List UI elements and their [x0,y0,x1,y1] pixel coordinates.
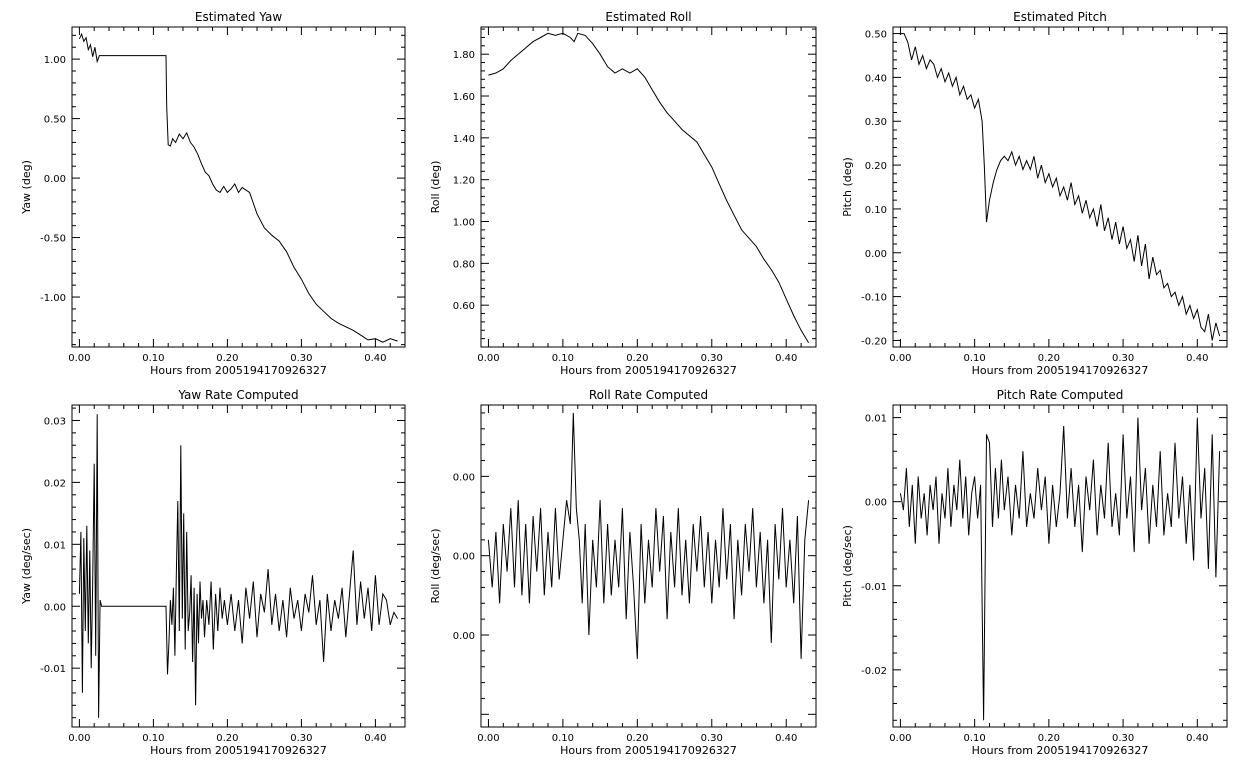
chart-panel-4: Yaw Rate Computed Hours from 200519417092… [20,388,406,757]
x-tick-label: 0.40 [775,733,797,744]
y-tick-label: -0.02 [861,666,887,677]
y-tick-label: 0.40 [865,73,887,84]
x-tick-label: 0.00 [68,353,90,364]
y-tick-label: 0.03 [44,416,66,427]
x-tick-label: 0.40 [1186,733,1208,744]
chart-panel-1: Estimated Yaw Hours from 2005194170926327… [20,10,406,377]
series-line [899,417,1221,721]
chart-panel-2: Estimated Roll Hours from 200519417092632… [429,10,817,377]
y-tick-label: -0.01 [40,664,66,675]
y-axis-label: Roll (deg/sec) [429,528,442,603]
y-tick-label: 1.40 [453,134,475,145]
y-tick-label: 0.00 [44,602,66,613]
chart-title: Pitch Rate Computed [997,388,1124,402]
chart-title: Estimated Roll [605,10,691,24]
y-tick-label: 1.00 [453,218,475,229]
x-tick-label: 0.30 [701,733,723,744]
x-tick-label: 0.00 [889,353,911,364]
y-tick-label: 0.00 [453,472,475,483]
x-tick-label: 0.30 [290,733,312,744]
y-tick-label: 1.00 [44,55,66,66]
plot-frame [892,26,1228,348]
plot-frame [480,26,817,348]
y-tick-label: -1.00 [40,293,66,304]
chart-panel-5: Roll Rate Computed Hours from 20051941709… [429,388,817,757]
x-tick-label: 0.00 [477,353,499,364]
plot-frame [71,26,406,348]
y-tick-label: 0.80 [453,259,475,270]
y-tick-label: 0.50 [44,115,66,126]
x-axis-label: Hours from 2005194170926327 [150,364,327,377]
series-line [487,412,810,659]
chart-title: Yaw Rate Computed [177,388,298,402]
x-axis-label: Hours from 2005194170926327 [972,744,1149,757]
x-tick-label: 0.10 [552,733,574,744]
x-tick-label: 0.40 [364,733,386,744]
x-tick-label: 0.20 [216,353,238,364]
chart-panel-6: Pitch Rate Computed Hours from 2005194170… [841,388,1228,757]
chart-title: Estimated Yaw [195,10,282,24]
x-axis-label: Hours from 2005194170926327 [560,744,737,757]
y-tick-label: 0.01 [865,414,887,425]
x-axis-label: Hours from 2005194170926327 [560,364,737,377]
y-tick-label: 0.01 [44,540,66,551]
x-tick-label: 0.00 [477,733,499,744]
x-axis-label: Hours from 2005194170926327 [972,364,1149,377]
y-axis-label: Pitch (deg) [841,157,854,217]
y-tick-label: 0.00 [44,174,66,185]
y-axis-label: Yaw (deg/sec) [20,528,33,605]
y-tick-label: 0.00 [865,498,887,509]
y-tick-label: 1.80 [453,50,475,61]
x-tick-label: 0.20 [216,733,238,744]
y-axis-label: Yaw (deg) [20,160,33,215]
x-tick-label: 0.30 [290,353,312,364]
chart-panel-3: Estimated Pitch Hours from 20051941709263… [841,10,1228,377]
x-tick-label: 0.20 [1038,733,1060,744]
x-tick-label: 0.40 [775,353,797,364]
x-tick-label: 0.10 [142,733,164,744]
x-tick-label: 0.10 [552,353,574,364]
x-tick-label: 0.10 [964,353,986,364]
x-tick-label: 0.20 [626,353,648,364]
y-tick-label: 0.00 [865,249,887,260]
x-tick-label: 0.30 [1112,353,1134,364]
chart-title: Roll Rate Computed [589,388,708,402]
y-axis-label: Pitch (deg/sec) [841,525,854,607]
chart-title: Estimated Pitch [1013,10,1107,24]
plot-frame [892,404,1228,728]
y-tick-label: 0.50 [865,30,887,41]
y-tick-label: 0.60 [453,301,475,312]
x-tick-label: 0.00 [68,733,90,744]
x-tick-label: 0.30 [701,353,723,364]
x-tick-label: 0.20 [1038,353,1060,364]
y-tick-label: -0.01 [861,582,887,593]
y-axis-label: Roll (deg) [429,161,442,214]
series-line [488,32,810,344]
x-tick-label: 0.10 [142,353,164,364]
y-tick-label: 0.00 [453,631,475,642]
y-tick-label: 0.02 [44,478,66,489]
y-tick-label: 1.20 [453,176,475,187]
y-tick-label: -0.20 [861,336,887,347]
plot-frame [480,404,817,728]
y-tick-label: 1.60 [453,92,475,103]
x-axis-label: Hours from 2005194170926327 [150,744,327,757]
x-tick-label: 0.30 [1112,733,1134,744]
x-tick-label: 0.00 [889,733,911,744]
y-tick-label: 0.20 [865,161,887,172]
y-tick-label: 0.10 [865,205,887,216]
plot-frame [71,404,406,728]
y-tick-label: 0.30 [865,117,887,128]
x-tick-label: 0.40 [1186,353,1208,364]
x-tick-label: 0.10 [964,733,986,744]
series-line [78,414,399,718]
x-tick-label: 0.20 [626,733,648,744]
series-line [900,33,1221,341]
y-tick-label: -0.10 [861,293,887,304]
series-line [78,32,398,343]
x-tick-label: 0.40 [364,353,386,364]
y-tick-label: -0.50 [40,234,66,245]
y-tick-label: 0.00 [453,552,475,563]
